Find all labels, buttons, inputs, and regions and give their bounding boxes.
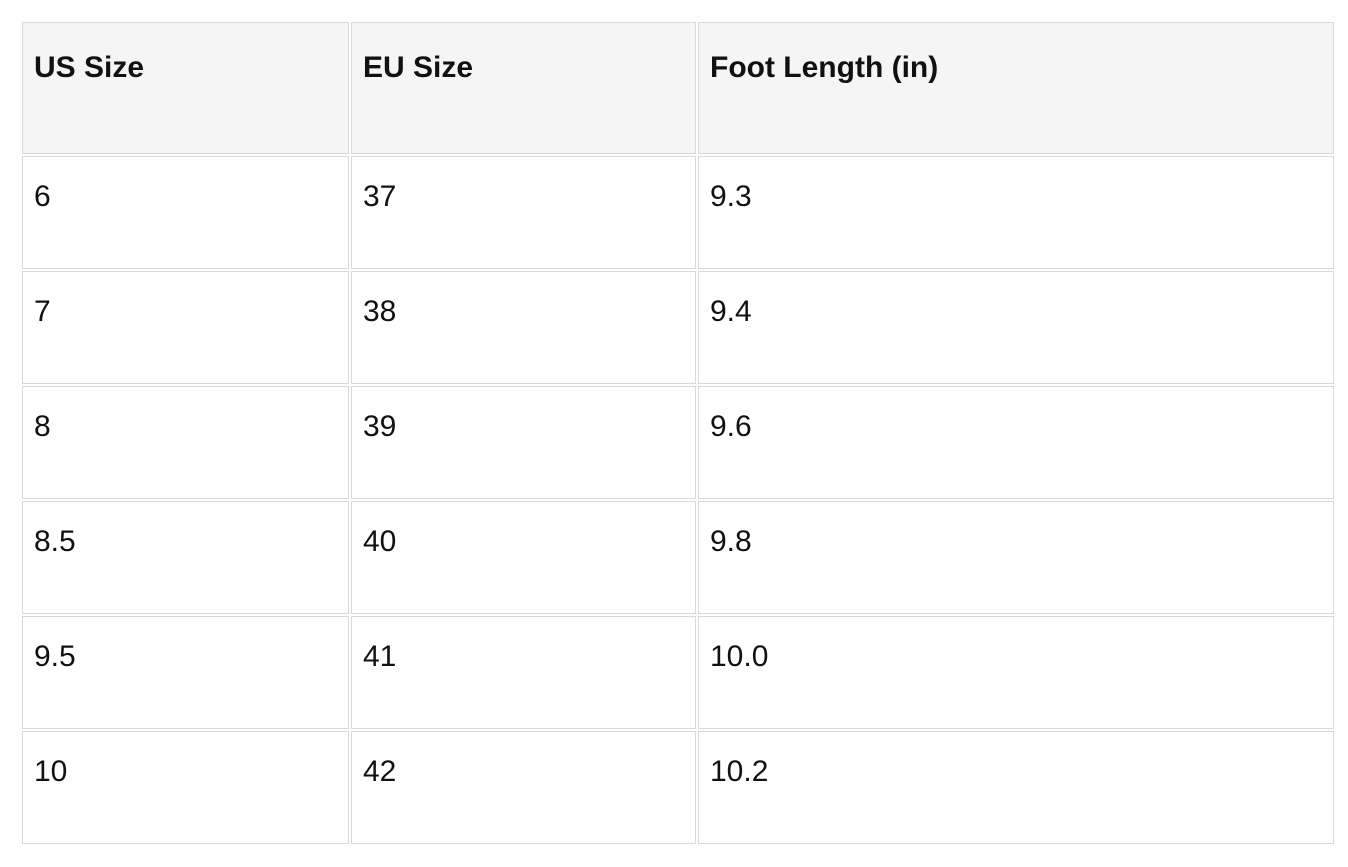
table-row: 6 37 9.3 [22, 156, 1334, 269]
cell-eu-size: 37 [351, 156, 696, 269]
table-row: 8 39 9.6 [22, 386, 1334, 499]
cell-foot-length: 9.8 [698, 501, 1334, 614]
column-header-foot-length: Foot Length (in) [698, 22, 1334, 154]
table-row: 10 42 10.2 [22, 731, 1334, 844]
cell-eu-size: 40 [351, 501, 696, 614]
column-header-eu-size: EU Size [351, 22, 696, 154]
table-row: 7 38 9.4 [22, 271, 1334, 384]
cell-us-size: 6 [22, 156, 349, 269]
table-row: 8.5 40 9.8 [22, 501, 1334, 614]
cell-us-size: 7 [22, 271, 349, 384]
cell-foot-length: 10.2 [698, 731, 1334, 844]
shoe-size-conversion-table: US Size EU Size Foot Length (in) 6 37 9.… [20, 20, 1336, 846]
cell-eu-size: 39 [351, 386, 696, 499]
header-row: US Size EU Size Foot Length (in) [22, 22, 1334, 154]
cell-eu-size: 41 [351, 616, 696, 729]
table-header: US Size EU Size Foot Length (in) [22, 22, 1334, 154]
cell-eu-size: 42 [351, 731, 696, 844]
cell-us-size: 8 [22, 386, 349, 499]
cell-foot-length: 10.0 [698, 616, 1334, 729]
table-body: 6 37 9.3 7 38 9.4 8 39 9.6 8.5 40 9.8 9.… [22, 156, 1334, 844]
cell-foot-length: 9.4 [698, 271, 1334, 384]
cell-us-size: 9.5 [22, 616, 349, 729]
column-header-us-size: US Size [22, 22, 349, 154]
table-row: 9.5 41 10.0 [22, 616, 1334, 729]
cell-foot-length: 9.3 [698, 156, 1334, 269]
cell-foot-length: 9.6 [698, 386, 1334, 499]
cell-us-size: 10 [22, 731, 349, 844]
cell-us-size: 8.5 [22, 501, 349, 614]
cell-eu-size: 38 [351, 271, 696, 384]
